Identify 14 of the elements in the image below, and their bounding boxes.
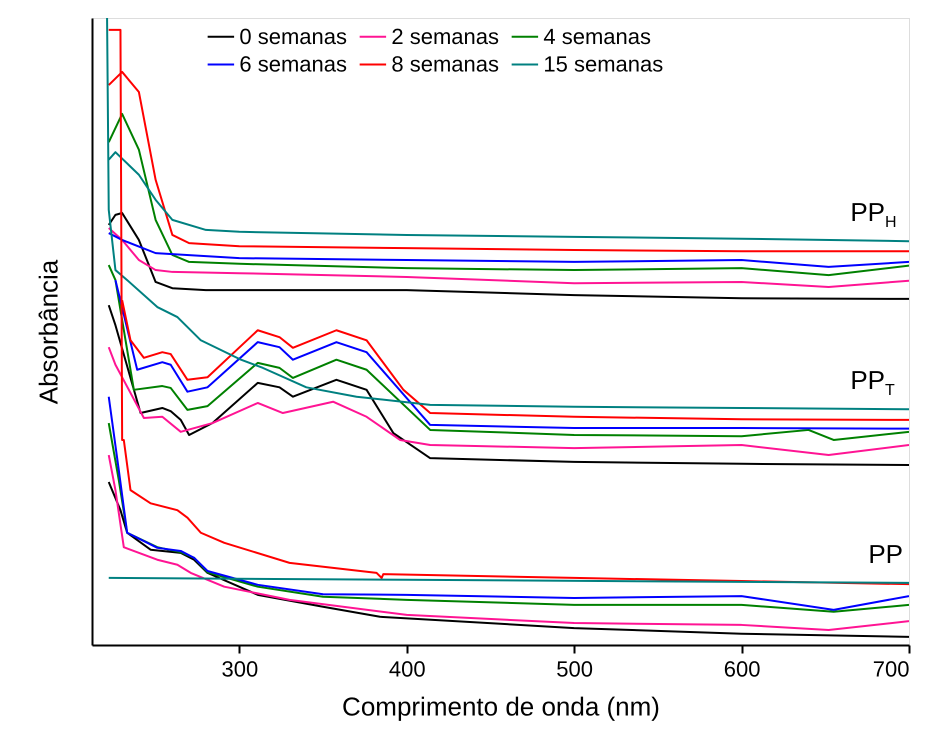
x-tick-label: 300 [221,656,258,682]
x-tick-label: 500 [556,656,594,682]
legend-label: 15 semanas [543,52,664,76]
legend-label: 2 semanas [391,24,500,49]
x-tick-label: 600 [724,656,760,682]
annotation: PP [868,538,903,569]
x-axis-title: Comprimento de onda (nm) [342,692,660,722]
legend-label: 4 semanas [543,24,652,49]
y-axis-title: Absorbância [34,259,64,404]
x-tick-label: 700 [872,656,910,682]
legend-label: 0 semanas [239,24,348,49]
legend-label: 6 semanas [239,52,348,76]
x-tick-label: 400 [388,656,426,682]
legend-label: 8 semanas [391,52,500,76]
